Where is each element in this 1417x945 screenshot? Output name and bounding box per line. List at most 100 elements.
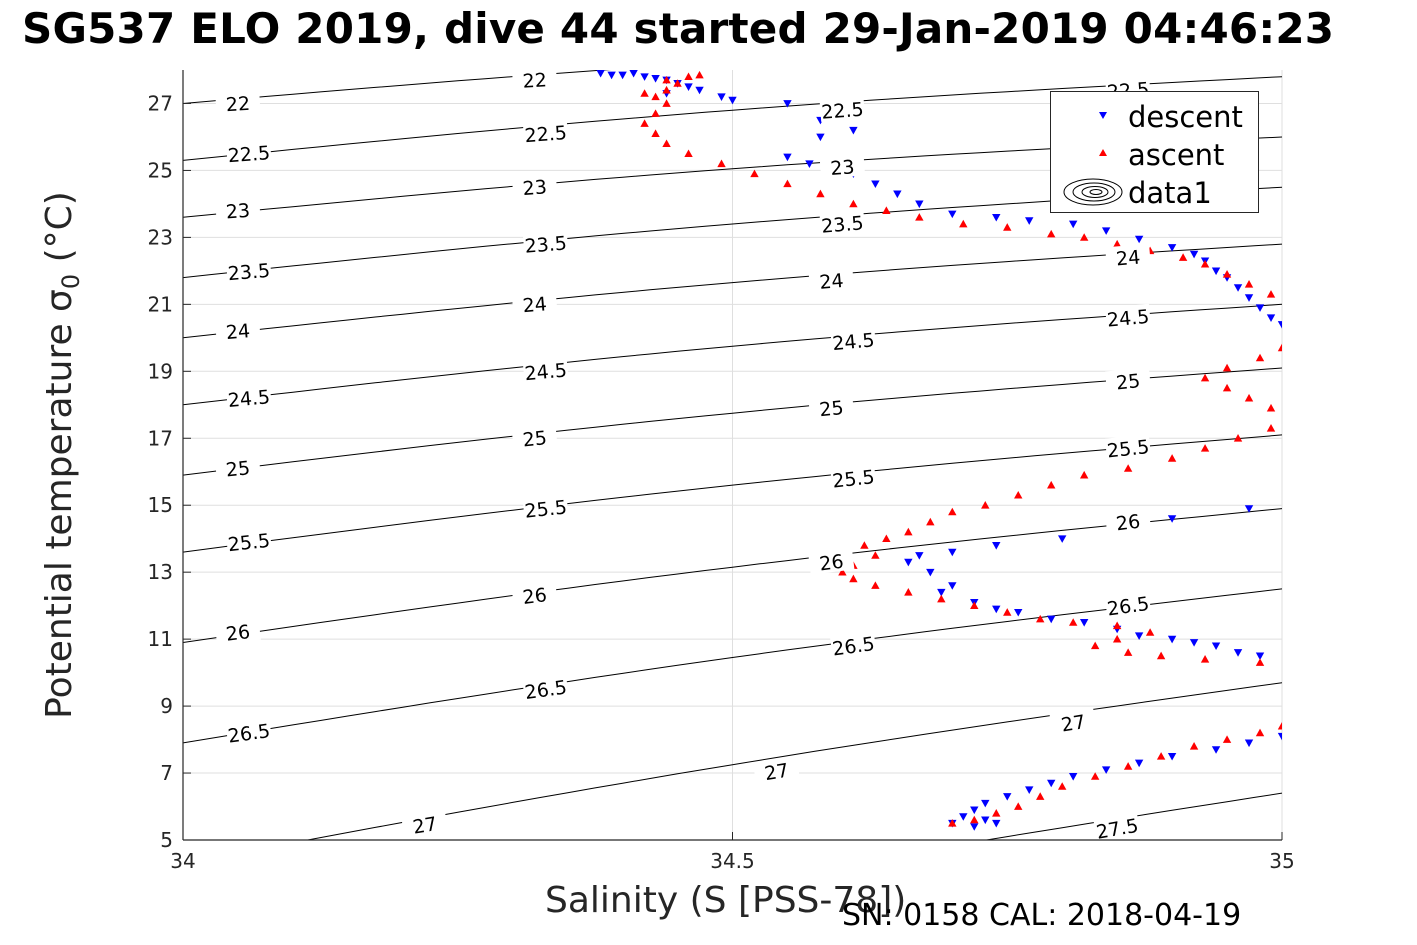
contour-label-group: 26.5: [829, 630, 877, 661]
contour-label: 22: [225, 93, 250, 116]
contour-label: 25: [225, 457, 251, 481]
ascent-point: [640, 89, 649, 97]
contour-label-bg: [1105, 243, 1151, 270]
contour-label-bg: [225, 257, 272, 284]
x-axis-label: Salinity (S [PSS-78]): [545, 880, 907, 921]
descent-point: [1189, 639, 1199, 647]
contour-line-26.5: [183, 588, 1282, 744]
axes: [182, 70, 1283, 841]
contour-label-bg: [511, 581, 558, 609]
contour-label-group: 27: [752, 756, 800, 786]
contour-label-group: 25: [1105, 367, 1151, 394]
ascent-point: [662, 99, 671, 107]
contour-label-group: 25.5: [830, 464, 877, 493]
contour-label-bg: [829, 630, 877, 659]
contour-line-25: [183, 367, 1282, 476]
contour-label-group: 26: [214, 617, 261, 646]
y-label-unit: (°C): [38, 191, 80, 274]
contour-label-bg: [1104, 590, 1152, 619]
ascent-point: [1167, 454, 1177, 462]
descent-point: [948, 548, 957, 557]
ascent-point: [662, 75, 671, 84]
descent-point: [915, 552, 924, 560]
contour-line-22.5: [183, 76, 1282, 161]
ascent-point: [1255, 658, 1265, 666]
descent-point: [959, 813, 968, 821]
contour-label-bg: [830, 327, 877, 354]
contour-label-group: 26: [1104, 507, 1152, 535]
contour-label: 26: [818, 551, 845, 576]
descent-point: [915, 200, 924, 209]
descent-point: [904, 558, 913, 567]
ascent-point: [1222, 383, 1232, 392]
contour-label-bg: [401, 809, 449, 839]
contour-label: 27: [763, 760, 790, 786]
contour-label-bg: [225, 527, 272, 555]
ascent-point: [1200, 373, 1210, 382]
ascent-point: [1156, 651, 1166, 660]
contour-label: 26: [225, 621, 252, 646]
ascent-point: [926, 517, 935, 526]
contour-label-bg: [1105, 303, 1151, 330]
descent-point: [1079, 619, 1089, 627]
contour-label-group: 25: [214, 454, 261, 482]
contour-label-bg: [1093, 812, 1141, 843]
ascent-point: [849, 199, 858, 208]
contour-label-group: 27: [1049, 707, 1097, 737]
ascent-point: [651, 109, 660, 117]
contour-label: 25.5: [227, 530, 271, 556]
descent-point: [1167, 635, 1177, 644]
descent-point: [948, 210, 957, 219]
contour-label-bg: [226, 140, 272, 166]
contour-label-group: 25: [511, 424, 558, 451]
ascent-point: [750, 169, 759, 178]
ascent-point: [882, 534, 891, 543]
descent-point: [1134, 235, 1144, 244]
descent-point: [992, 819, 1001, 828]
descent-point: [783, 153, 792, 162]
contour-label-group: 25: [808, 394, 855, 421]
contour-label-bg: [225, 717, 273, 746]
y-tick-label: 23: [148, 225, 173, 249]
ascent-point: [1047, 480, 1056, 489]
contour-line-24.5: [183, 303, 1282, 406]
ascent-point: [1123, 464, 1133, 472]
contour-label-bg: [1104, 507, 1152, 535]
contour-label-bg: [214, 617, 261, 645]
contour-label: 25: [1115, 370, 1141, 394]
contour-label-bg: [225, 384, 272, 411]
contour-label: 25: [818, 397, 844, 421]
ascent-point: [882, 206, 891, 214]
x-tick-label: 35: [1269, 849, 1294, 873]
descent-point: [1233, 284, 1243, 292]
y-tick-label: 7: [160, 761, 173, 785]
descent-point: [1025, 217, 1034, 225]
ascent-point: [1266, 403, 1276, 412]
descent-point: [1255, 304, 1265, 312]
ascent-point: [1112, 239, 1122, 248]
contour-label-bg: [808, 547, 855, 575]
contour-label-bg: [522, 674, 569, 703]
ascent-point: [1222, 270, 1232, 278]
contour-label-group: 24.5: [522, 357, 569, 385]
ascent-point: [1003, 223, 1012, 231]
descent-point: [1277, 321, 1282, 329]
descent-point: [695, 86, 704, 95]
ascent-point: [1222, 735, 1232, 743]
ascent-point: [904, 588, 913, 596]
contour-label-bg: [522, 357, 569, 384]
contour-label-group: 24: [1105, 243, 1151, 270]
descent-point: [1167, 752, 1177, 761]
ascent-point: [871, 581, 880, 589]
descent-point: [992, 605, 1001, 614]
ascent-point: [838, 567, 847, 576]
descent-point: [981, 816, 990, 825]
contour-icon: [1063, 178, 1123, 206]
ascent-point: [1244, 393, 1254, 402]
contour-label-bg: [522, 230, 569, 256]
descent-point: [651, 75, 660, 83]
contour-label-group: 26.5: [522, 674, 569, 704]
y-tick-label: 11: [148, 627, 173, 651]
ascent-point: [783, 179, 792, 188]
y-label-text: Potential temperature: [38, 311, 80, 719]
